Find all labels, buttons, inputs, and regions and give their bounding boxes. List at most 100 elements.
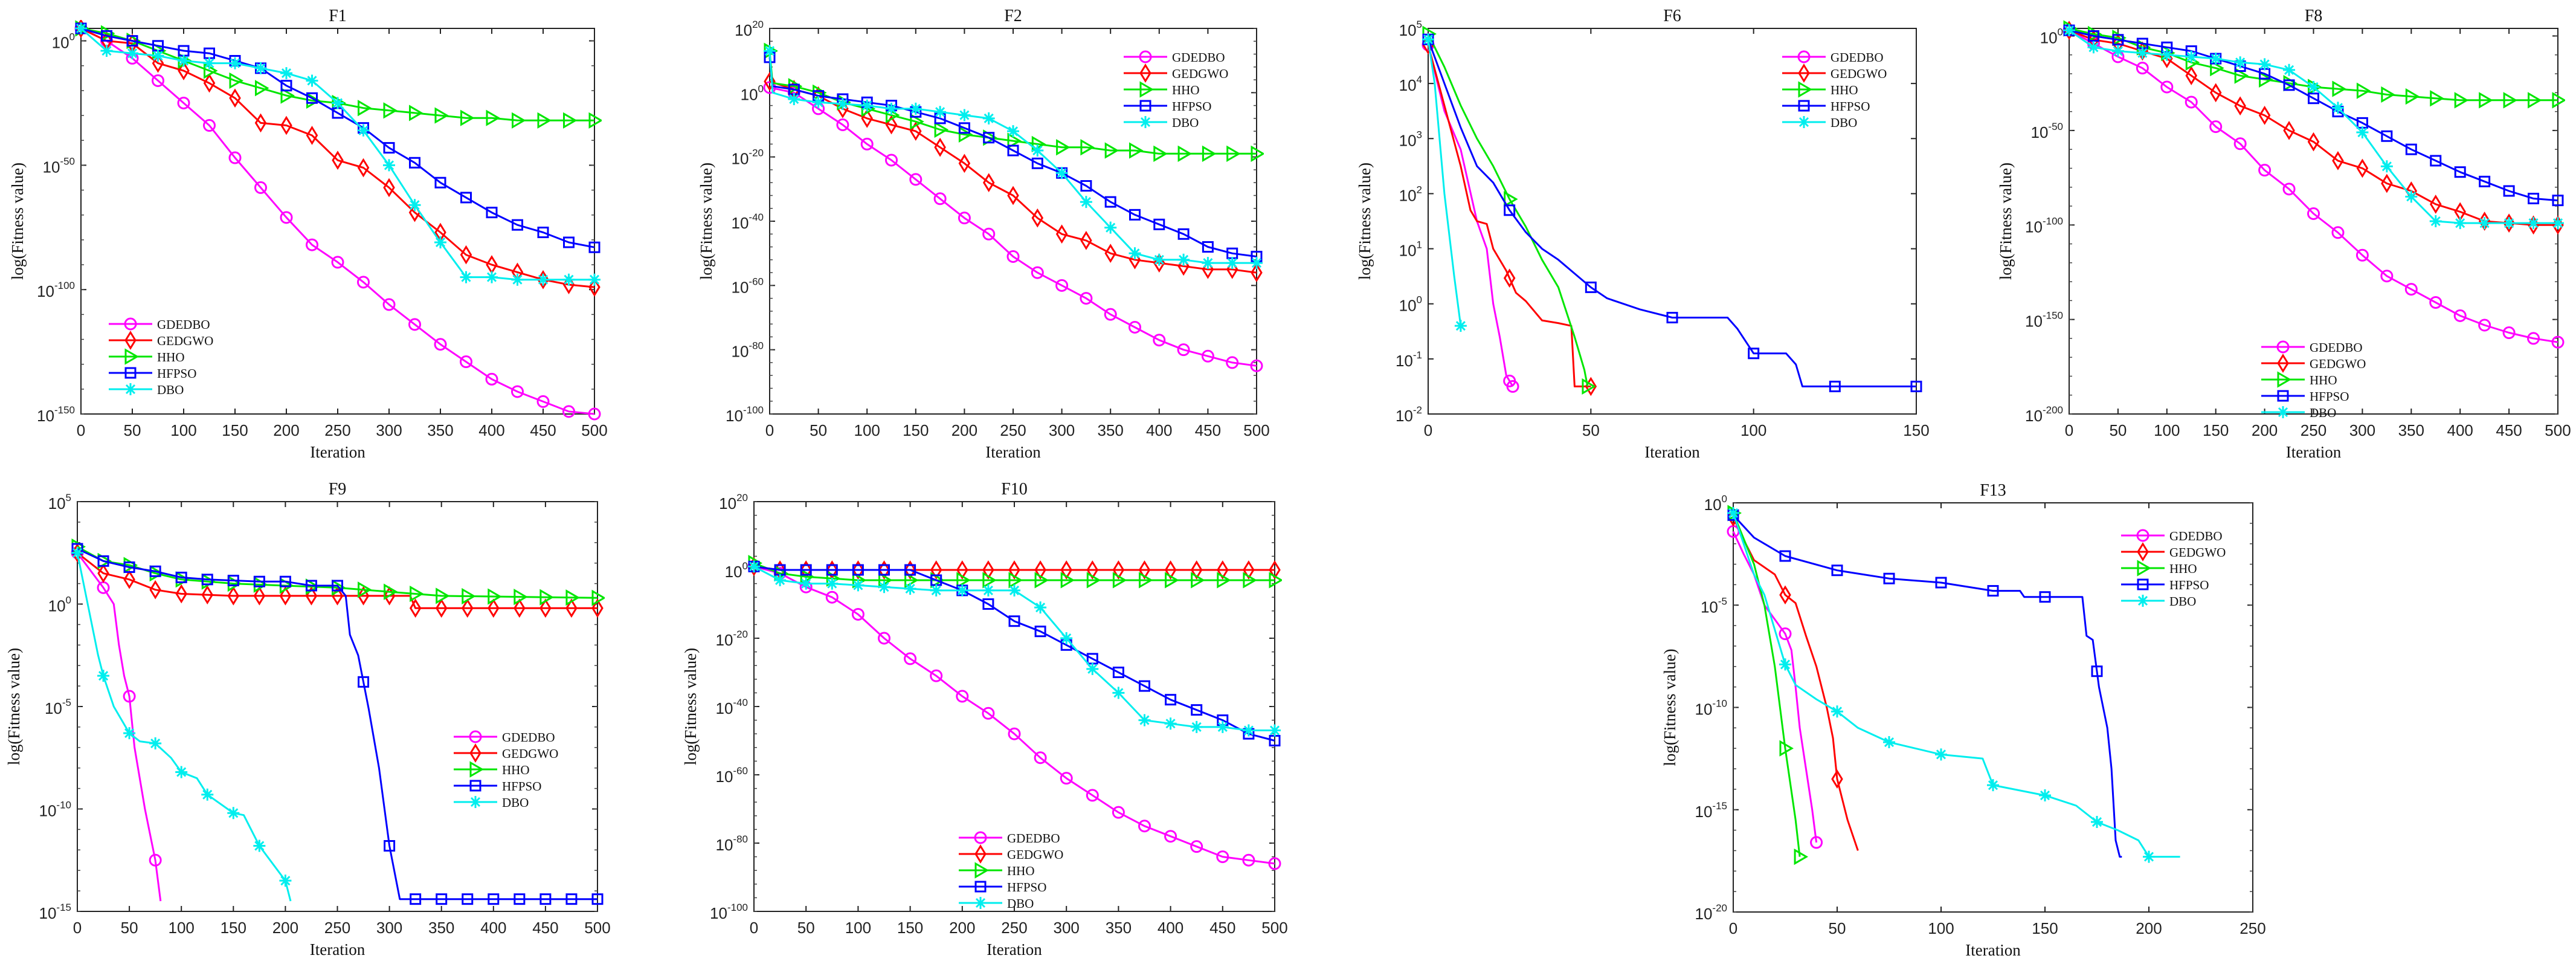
data-point-gdedbo — [825, 590, 839, 604]
y-tick-label: 100 — [1399, 294, 1422, 315]
data-point-hho — [982, 572, 997, 589]
x-tick-label: 300 — [1049, 421, 1075, 439]
data-point-hho — [591, 589, 605, 606]
y-tick-exponent: 0 — [1722, 493, 1727, 505]
data-point-hho — [383, 102, 398, 119]
data-point-gdedbo — [1031, 266, 1044, 279]
data-point-dbo — [930, 584, 942, 597]
y-tick-exponent: -80 — [749, 340, 764, 352]
data-point-gdedbo — [536, 395, 550, 408]
legend-label: GDEDBO — [157, 317, 210, 332]
legend-item-gedgwo: GEDGWO — [109, 331, 213, 350]
data-point-dbo — [253, 839, 266, 852]
data-point-gdedbo — [2258, 164, 2272, 177]
data-point-gdedbo — [152, 74, 164, 87]
x-tick-label: 150 — [222, 421, 248, 439]
legend-label: HHO — [2169, 561, 2197, 576]
y-tick-label: 10-10 — [1695, 698, 1728, 719]
data-point-hfpso — [982, 598, 994, 610]
data-point-dbo — [203, 57, 216, 70]
data-point-hfpso — [1831, 564, 1843, 577]
data-point-hfpso — [2430, 155, 2442, 167]
data-point-hfpso — [97, 555, 109, 567]
series-line-hfpso — [1732, 514, 2122, 858]
data-point-gdedbo — [2380, 270, 2394, 283]
chart-f10: 0 50 100 150 200 250 300 350 400 450 500102010010-… — [681, 480, 1288, 959]
data-point-dbo — [254, 62, 267, 74]
data-point-gedgwo — [229, 88, 241, 108]
legend-label: DBO — [157, 383, 184, 397]
data-point-dbo — [2429, 215, 2442, 227]
data-point-gdedbo — [149, 853, 162, 867]
data-point-gdedbo — [460, 355, 472, 369]
chart-f2: 0 50 100 150 200 250 300 350 400 450 500102010010-… — [697, 7, 1270, 461]
data-point-hho — [588, 112, 602, 129]
data-point-dbo — [2063, 24, 2075, 37]
data-point-gdedbo — [933, 192, 947, 205]
data-point-dbo — [2234, 56, 2247, 69]
data-point-hho — [410, 585, 424, 603]
data-point-gdedbo — [2453, 309, 2467, 322]
x-tick-label: 350 — [427, 421, 453, 439]
x-tick-label: 250 — [2301, 421, 2326, 439]
data-point-dbo — [2143, 850, 2155, 863]
legend-item-gedgwo: GEDGWO — [1124, 63, 1228, 83]
legend-label: GDEDBO — [502, 730, 555, 745]
series-line-hho — [753, 562, 1275, 581]
data-point-gdedbo — [1177, 343, 1190, 357]
legend-marker-diamond-icon — [974, 844, 987, 864]
x-tick-label: 0 — [750, 919, 758, 937]
legend-item-hho: HHO — [109, 348, 185, 365]
data-point-dbo — [852, 579, 865, 592]
series-layer — [1727, 505, 2180, 865]
y-tick-exponent: -100 — [727, 902, 748, 913]
data-point-gedgwo — [149, 580, 161, 600]
data-point-hho — [2479, 92, 2493, 109]
legend-item-gdedbo: GDEDBO — [1782, 50, 1884, 65]
chart-title: F6 — [1663, 7, 1681, 25]
y-tick-label: 10-80 — [732, 340, 764, 361]
data-point-hho — [1226, 145, 1241, 162]
x-tick-label: 200 — [273, 421, 299, 439]
y-tick-exponent: -60 — [733, 765, 748, 777]
series-line-gdedbo — [80, 27, 595, 415]
data-point-dbo — [1177, 253, 1190, 266]
data-point-gedgwo — [910, 121, 922, 141]
legend-label: GDEDBO — [1172, 50, 1225, 65]
data-point-gedgwo — [1034, 560, 1046, 580]
data-point-hfpso — [2308, 92, 2319, 105]
data-point-hfpso — [1202, 241, 1214, 253]
legend-marker-triangle-right-icon — [1798, 81, 1812, 98]
data-point-gedgwo — [1008, 560, 1020, 580]
data-point-gdedbo — [511, 385, 524, 398]
legend-marker-square-icon — [1798, 100, 1810, 112]
y-axis-label: log(Fitness value) — [1356, 163, 1374, 280]
data-point-gedgwo — [253, 586, 266, 606]
y-tick-label: 10-40 — [732, 212, 764, 232]
data-point-dbo — [1422, 33, 1434, 46]
y-tick-exponent: 1 — [1417, 239, 1422, 251]
x-axis-label: Iteration — [987, 940, 1042, 959]
legend-marker-asterisk-icon — [1798, 116, 1810, 128]
data-point-gdedbo — [1242, 853, 1255, 867]
series-layer — [71, 538, 605, 905]
legend-label: GEDGWO — [1831, 66, 1887, 81]
y-tick-exponent: -100 — [2043, 215, 2063, 227]
data-point-gdedbo — [1164, 830, 1177, 843]
data-point-dbo — [2454, 217, 2467, 230]
data-point-dbo — [2091, 816, 2103, 829]
data-point-gedgwo — [1190, 560, 1203, 580]
data-point-hfpso — [175, 571, 187, 583]
x-tick-label: 500 — [584, 919, 610, 937]
x-tick-label: 150 — [897, 919, 923, 937]
y-tick-exponent: -80 — [733, 833, 748, 845]
series-line-hho — [1427, 33, 1589, 387]
legend-marker-diamond-icon — [1798, 63, 1810, 83]
data-point-gedgwo — [982, 560, 994, 580]
legend-marker-asterisk-icon — [1139, 116, 1151, 128]
y-tick-exponent: -100 — [54, 280, 75, 291]
y-axis-label: log(Fitness value) — [8, 163, 27, 280]
legend-item-dbo: DBO — [959, 896, 1034, 911]
